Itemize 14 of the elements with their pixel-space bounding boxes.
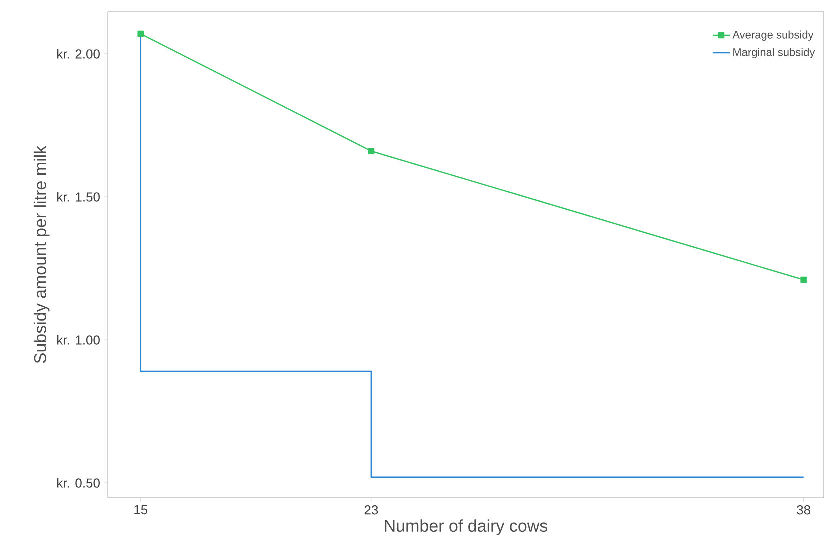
y-tick-label: kr. 1.50 — [58, 192, 100, 202]
x-tick-label: 23 — [364, 506, 378, 515]
x-tick-label: 38 — [797, 506, 810, 515]
x-axis-title: Number of dairy cows — [385, 520, 548, 536]
y-tick-label: kr. 0.50 — [58, 478, 100, 488]
legend-label: Average subsidy — [732, 30, 814, 42]
y-tick-label: kr. 2.00 — [58, 49, 100, 59]
x-tick-label: 15 — [134, 506, 148, 515]
legend-label: Marginal subsidy — [734, 48, 816, 58]
point — [368, 148, 375, 154]
point — [800, 276, 807, 284]
y-axis-title: Subsidy amount per litre milk — [34, 146, 50, 364]
point — [138, 30, 144, 38]
y-tick-label: kr. 1.00 — [58, 335, 100, 345]
